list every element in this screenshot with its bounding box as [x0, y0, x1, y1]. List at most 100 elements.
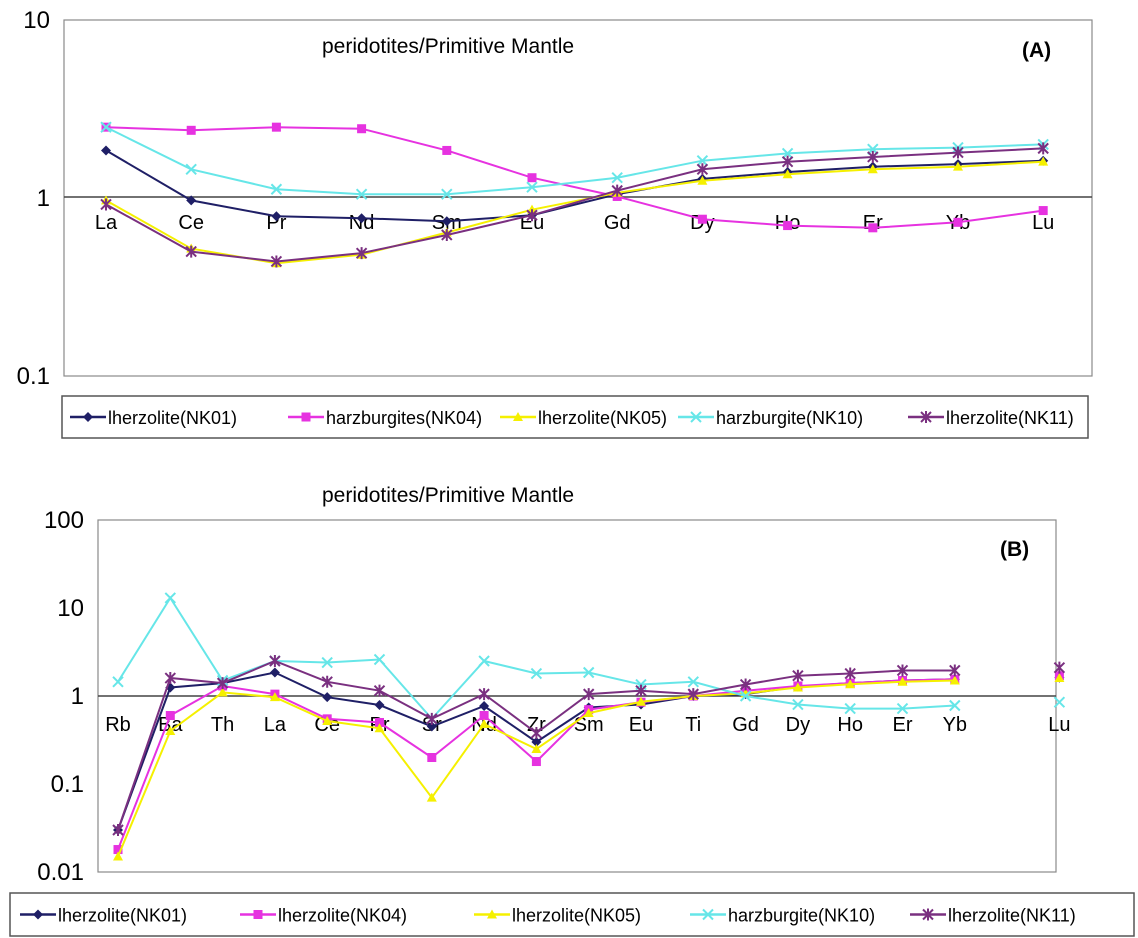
series-lherzolite(NK05)	[113, 673, 1065, 861]
data-point	[792, 669, 804, 682]
data-point	[783, 221, 793, 231]
series-line	[105, 126, 1044, 229]
data-point	[1038, 156, 1049, 166]
series-lherzolite(NK05)	[101, 156, 1049, 268]
data-point	[375, 717, 384, 727]
data-point	[531, 757, 541, 767]
data-point	[164, 592, 177, 604]
y-tick-label: 0.1	[51, 771, 84, 798]
data-point	[582, 688, 595, 701]
data-point	[356, 213, 367, 224]
data-point	[953, 161, 963, 171]
data-point	[696, 163, 709, 176]
x-category-label: Eu	[629, 714, 653, 736]
data-point	[164, 672, 177, 685]
data-point	[441, 216, 452, 227]
data-point	[739, 690, 752, 702]
data-point	[101, 145, 111, 156]
data-point	[953, 217, 963, 227]
data-point	[271, 122, 281, 132]
data-point	[896, 702, 909, 715]
legend: lherzolite(NK01) lherzolite(NK04) lherzoli…	[9, 892, 1135, 937]
series-line	[105, 160, 1044, 265]
data-point	[1037, 142, 1049, 155]
data-point	[478, 655, 490, 667]
data-point	[355, 188, 368, 200]
x-category-label: Yb	[943, 714, 967, 736]
data-point	[426, 792, 437, 802]
data-point	[527, 173, 537, 183]
data-point	[530, 667, 543, 680]
x-category-label: Dy	[786, 714, 810, 736]
data-point	[845, 679, 856, 689]
legend-label: lherzolite(NK01)	[58, 906, 187, 926]
y-tick-label: 10	[23, 7, 50, 34]
legend-label: lherzolite(NK04)	[278, 906, 407, 926]
legend-label: lherzolite(NK11)	[946, 408, 1074, 428]
legend-frame	[9, 892, 1135, 937]
data-point	[782, 169, 793, 179]
data-point	[531, 737, 542, 748]
legend-swatch-marker	[702, 908, 714, 921]
x-category-label: Sm	[574, 714, 604, 736]
data-point	[611, 172, 623, 184]
legend-swatch-marker	[922, 908, 934, 921]
data-point	[697, 214, 707, 224]
y-tick-label: 1	[37, 185, 50, 212]
data-point	[322, 692, 333, 703]
data-point	[949, 664, 961, 677]
x-category-label: Ce	[178, 212, 204, 234]
series-harzburgites(NK04)	[101, 122, 1048, 233]
data-point	[583, 708, 594, 718]
data-point	[269, 692, 280, 702]
x-category-label: Gd	[604, 212, 631, 234]
legend-swatch-marker	[253, 910, 263, 919]
data-point	[897, 676, 908, 686]
series-lherzolite(NK11)	[112, 654, 1066, 837]
data-point	[112, 676, 124, 688]
data-point	[1053, 696, 1066, 708]
data-point	[687, 676, 700, 688]
chart-title: peridotites/Primitive Mantle	[322, 484, 574, 507]
data-point	[100, 198, 112, 211]
data-point	[697, 175, 708, 185]
x-category-label: Rb	[105, 714, 131, 736]
data-point	[441, 228, 453, 241]
legend: lherzolite(NK01) harzburgites(NK04) lherzo…	[61, 395, 1089, 439]
series-line	[105, 147, 1044, 263]
series-line	[118, 598, 1059, 719]
data-point	[270, 183, 283, 195]
data-point	[949, 699, 961, 712]
y-tick-label: 10	[57, 595, 84, 622]
legend-swatch-marker	[33, 909, 43, 920]
data-point	[357, 124, 367, 134]
y-tick-label: 1	[71, 683, 84, 710]
legend-swatch-marker	[690, 411, 702, 423]
x-category-label: La	[95, 212, 118, 234]
legend-label: lherzolite(NK05)	[538, 408, 667, 428]
series-line	[105, 126, 1044, 196]
data-point	[479, 719, 490, 729]
x-category-label: Th	[211, 714, 234, 736]
data-point	[321, 675, 333, 688]
data-point	[271, 211, 282, 222]
data-point	[186, 125, 196, 135]
data-point	[100, 121, 112, 133]
data-point	[441, 188, 453, 200]
data-point	[792, 682, 803, 692]
x-category-label: Ti	[685, 714, 701, 736]
legend-swatch-marker	[513, 412, 523, 421]
panel-label: (A)	[1022, 39, 1051, 62]
legend-label: lherzolite(NK05)	[512, 906, 641, 926]
y-tick-label: 100	[44, 507, 84, 534]
data-point	[113, 851, 123, 861]
data-point	[868, 223, 878, 233]
panel-b-chart: 100 10 1 0.1 0.01 peridotites/Primitive Mantl…	[9, 484, 1135, 937]
data-point	[844, 702, 856, 715]
y-tick-label: 0.1	[17, 363, 50, 390]
series-line	[118, 676, 1059, 850]
x-category-label: Pr	[266, 212, 286, 234]
chart-title: peridotites/Primitive Mantle	[322, 35, 574, 58]
legend-label: lherzolite(NK11)	[948, 906, 1076, 926]
